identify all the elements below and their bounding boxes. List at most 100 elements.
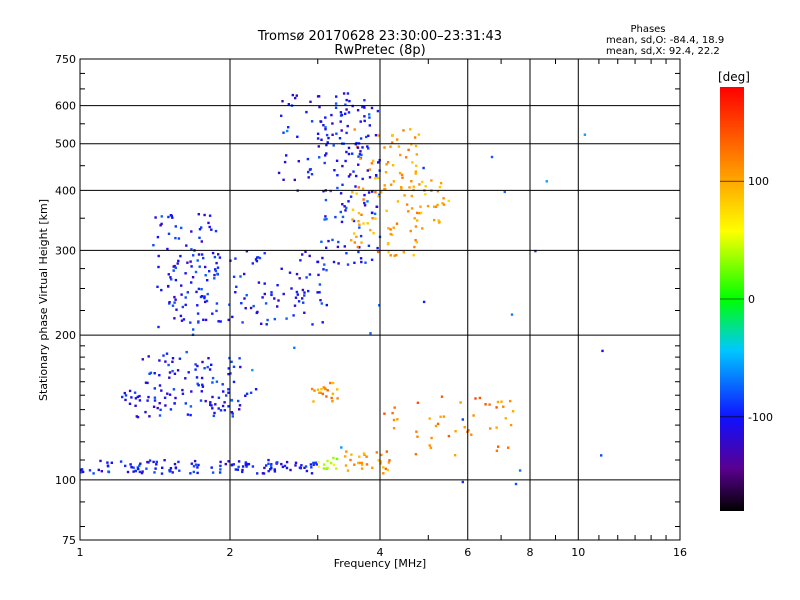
data-point — [245, 392, 249, 395]
data-point — [325, 395, 328, 398]
data-point — [408, 186, 411, 189]
data-point — [326, 459, 329, 463]
data-point — [206, 292, 209, 296]
x-tick-label: 10 — [571, 546, 585, 559]
data-point — [219, 460, 222, 464]
data-point — [367, 191, 371, 194]
data-point — [410, 207, 414, 210]
data-point — [228, 303, 231, 306]
data-point — [484, 403, 487, 406]
data-point — [202, 256, 205, 260]
data-point — [495, 426, 498, 429]
data-point — [192, 470, 195, 474]
data-point — [504, 417, 507, 420]
data-point — [416, 219, 419, 222]
data-point — [314, 461, 317, 464]
data-point — [245, 294, 248, 297]
data-point — [327, 136, 330, 140]
data-point — [214, 268, 217, 271]
data-point — [171, 304, 175, 307]
data-point — [160, 222, 163, 226]
data-point — [171, 369, 174, 373]
data-point — [350, 453, 353, 456]
data-point — [166, 392, 169, 395]
data-point — [135, 415, 138, 418]
data-point — [389, 183, 393, 186]
data-point — [583, 133, 587, 136]
data-point — [282, 292, 285, 296]
data-point — [318, 391, 321, 394]
data-point — [324, 116, 327, 119]
data-point — [171, 471, 174, 474]
data-point — [206, 279, 209, 282]
data-point — [307, 176, 310, 179]
data-point — [339, 111, 343, 114]
data-point — [364, 261, 367, 264]
data-point — [204, 265, 207, 269]
data-point — [352, 219, 356, 223]
data-point — [167, 232, 171, 235]
data-point — [238, 357, 241, 360]
data-point — [270, 293, 273, 297]
data-point — [160, 389, 163, 392]
data-point — [490, 155, 494, 159]
data-point — [337, 262, 340, 265]
data-point — [372, 232, 375, 235]
data-point — [384, 171, 388, 174]
data-point — [363, 453, 366, 456]
data-point — [130, 465, 133, 469]
data-point — [180, 226, 183, 230]
data-point — [184, 402, 187, 405]
data-point — [340, 113, 344, 117]
data-point — [189, 413, 192, 417]
data-point — [265, 323, 268, 326]
data-point — [353, 261, 356, 264]
data-point — [351, 218, 354, 221]
data-point — [210, 466, 213, 469]
data-point — [377, 195, 380, 198]
data-point — [351, 152, 354, 155]
data-point — [317, 273, 320, 277]
data-point — [363, 201, 366, 205]
data-point — [174, 236, 177, 240]
data-point — [385, 163, 388, 166]
data-point — [436, 203, 439, 207]
data-point — [170, 214, 173, 218]
data-point — [424, 193, 427, 196]
data-point — [316, 132, 320, 135]
data-point — [260, 322, 263, 325]
data-point — [121, 395, 124, 399]
data-point — [428, 444, 431, 447]
data-point — [422, 300, 426, 304]
y-axis-label: Stationary phase Virtual Height [km] — [37, 199, 50, 401]
data-point — [269, 464, 273, 467]
data-point — [126, 470, 130, 474]
data-point — [358, 246, 361, 249]
data-point — [254, 258, 258, 261]
data-point — [442, 415, 446, 418]
data-point — [198, 228, 202, 231]
data-point — [153, 399, 157, 402]
data-point — [405, 156, 408, 159]
data-point — [325, 269, 328, 272]
data-point — [267, 458, 270, 462]
data-point — [128, 402, 132, 405]
data-point — [363, 193, 366, 197]
data-point — [371, 466, 374, 469]
data-point — [286, 129, 289, 133]
data-point — [601, 349, 604, 353]
data-point — [331, 381, 335, 385]
data-point — [325, 133, 329, 137]
data-point — [387, 250, 390, 254]
data-point — [323, 263, 326, 266]
data-point — [414, 225, 418, 228]
data-point — [182, 318, 186, 321]
data-point — [344, 455, 347, 458]
x-tick-label: 16 — [673, 546, 687, 559]
data-point — [223, 409, 226, 412]
data-point — [196, 312, 200, 315]
data-point — [439, 415, 442, 418]
data-point — [376, 246, 379, 250]
data-point — [153, 471, 156, 474]
data-point — [412, 185, 415, 188]
